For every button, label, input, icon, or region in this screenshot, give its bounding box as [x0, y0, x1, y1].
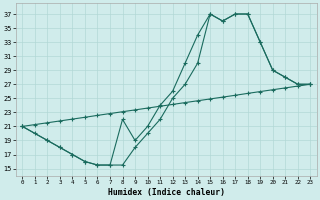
- X-axis label: Humidex (Indice chaleur): Humidex (Indice chaleur): [108, 188, 225, 197]
